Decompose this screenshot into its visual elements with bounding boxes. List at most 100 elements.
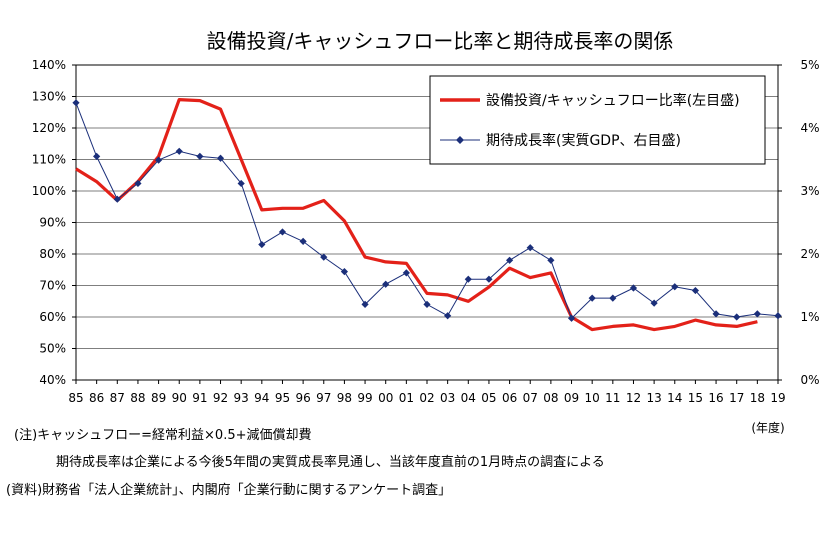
data-point-expected-growth [485, 275, 493, 283]
left-tick-label: 120% [32, 121, 66, 135]
data-point-expected-growth [526, 244, 534, 252]
x-tick-label: 17 [729, 391, 744, 405]
left-tick-label: 130% [32, 90, 66, 104]
x-tick-label: 02 [419, 391, 434, 405]
data-point-expected-growth [444, 312, 452, 320]
data-point-expected-growth [402, 269, 410, 277]
x-tick-label: 12 [626, 391, 641, 405]
x-tick-label: 16 [708, 391, 723, 405]
data-point-expected-growth [547, 256, 555, 264]
data-point-expected-growth [154, 156, 163, 164]
data-point-expected-growth [299, 237, 307, 245]
data-point-expected-growth [134, 179, 142, 188]
data-point-expected-growth [320, 253, 328, 261]
data-point-expected-growth [258, 240, 266, 249]
x-tick-label: 18 [750, 391, 765, 405]
data-point-expected-growth [196, 152, 204, 160]
x-tick-label: 09 [564, 391, 579, 405]
legend-label-expected-growth: 期待成長率(実質GDP、右目盛) [486, 132, 681, 149]
x-tick-label: 93 [234, 391, 249, 405]
x-tick-label: 03 [440, 391, 455, 405]
data-point-expected-growth [609, 294, 617, 302]
data-point-expected-growth [733, 313, 741, 321]
series-layer [72, 98, 782, 332]
data-point-expected-growth [629, 284, 638, 292]
x-tick-label: 87 [110, 391, 125, 405]
data-point-expected-growth [464, 275, 472, 283]
right-tick-label: 0% [800, 373, 819, 387]
note-expected-growth-definition: 期待成長率は企業による今後5年間の実質成長率見通し、当該年度直前の1月時点の調査… [56, 455, 605, 470]
x-tick-label: 19 [770, 391, 785, 405]
data-point-expected-growth [505, 256, 514, 264]
data-point-expected-growth [650, 299, 658, 307]
data-point-expected-growth [774, 312, 782, 320]
x-tick-label: 91 [192, 391, 207, 405]
data-point-expected-growth [113, 195, 121, 203]
left-tick-label: 40% [39, 373, 66, 387]
left-tick-label: 110% [32, 153, 66, 167]
data-point-expected-growth [361, 300, 369, 308]
note-cashflow-definition: (注)キャッシュフロー=経常利益×0.5+減価償却費 [14, 428, 312, 443]
right-axis-ticks: 0% 1% 2% 3% 4% 5% [778, 58, 820, 387]
data-point-expected-growth [753, 310, 761, 318]
note-sources: (資料)財務省「法人企業統計」、内閣府「企業行動に関するアンケート調査」 [6, 483, 452, 498]
data-point-expected-growth [423, 300, 431, 308]
left-tick-label: 100% [32, 184, 66, 198]
x-tick-label: 94 [254, 391, 269, 405]
data-point-expected-growth [671, 283, 679, 291]
x-tick-label: 07 [523, 391, 538, 405]
data-point-expected-growth [93, 152, 101, 160]
legend-box [429, 75, 766, 165]
x-tick-label: 11 [605, 391, 620, 405]
left-tick-label: 90% [39, 216, 66, 230]
x-tick-label: 90 [172, 391, 187, 405]
left-tick-label: 80% [39, 247, 66, 261]
x-axis-unit-label: (年度) [751, 420, 784, 435]
legend-label-capex-cashflow-ratio: 設備投資/キャッシュフロー比率(左目盛) [486, 92, 740, 109]
left-tick-label: 140% [32, 58, 66, 72]
x-tick-label: 85 [68, 391, 83, 405]
data-point-expected-growth [340, 268, 349, 276]
chart-title: 設備投資/キャッシュフロー比率と期待成長率の関係 [207, 29, 674, 53]
x-tick-label: 97 [316, 391, 331, 405]
x-tick-label: 06 [502, 391, 517, 405]
right-tick-label: 3% [800, 184, 819, 198]
right-tick-label: 4% [800, 121, 819, 135]
x-tick-label: 86 [89, 391, 104, 405]
data-point-expected-growth [278, 228, 287, 236]
data-point-expected-growth [382, 280, 390, 288]
x-tick-label: 88 [130, 391, 145, 405]
legend: 設備投資/キャッシュフロー比率(左目盛) 期待成長率(実質GDP、右目盛) [429, 75, 766, 165]
x-tick-label: 10 [585, 391, 600, 405]
x-tick-label: 13 [646, 391, 661, 405]
x-tick-label: 08 [543, 391, 558, 405]
x-tick-label: 92 [213, 391, 228, 405]
x-tick-label: 98 [337, 391, 352, 405]
x-tick-label: 05 [481, 391, 496, 405]
left-tick-label: 50% [39, 342, 66, 356]
x-axis-ticks: 85 86 87 88 89 90 91 92 93 94 95 96 97 98 99 00 01 02 03 04… [68, 380, 786, 405]
left-axis-ticks: 40% 50% 60% 70% 80% 90% 100% 110% 120% 130% 140% [32, 58, 76, 387]
left-tick-label: 70% [39, 279, 66, 293]
x-tick-label: 00 [378, 391, 393, 405]
data-point-expected-growth [72, 99, 80, 107]
x-tick-label: 96 [295, 391, 310, 405]
data-point-expected-growth [175, 147, 183, 155]
x-tick-label: 01 [399, 391, 414, 405]
right-tick-label: 1% [800, 310, 819, 324]
x-tick-label: 15 [688, 391, 703, 405]
x-tick-label: 89 [151, 391, 166, 405]
data-point-expected-growth [691, 286, 700, 295]
x-tick-label: 95 [275, 391, 290, 405]
right-tick-label: 2% [800, 247, 819, 261]
series-line-capex-cashflow-ratio [75, 98, 758, 332]
x-tick-label: 99 [357, 391, 372, 405]
x-tick-label: 14 [667, 391, 682, 405]
data-point-expected-growth [588, 294, 596, 302]
right-tick-label: 5% [800, 58, 819, 72]
left-tick-label: 60% [39, 310, 66, 324]
data-point-expected-growth [567, 314, 576, 322]
x-tick-label: 04 [461, 391, 476, 405]
data-point-expected-growth [712, 310, 720, 318]
